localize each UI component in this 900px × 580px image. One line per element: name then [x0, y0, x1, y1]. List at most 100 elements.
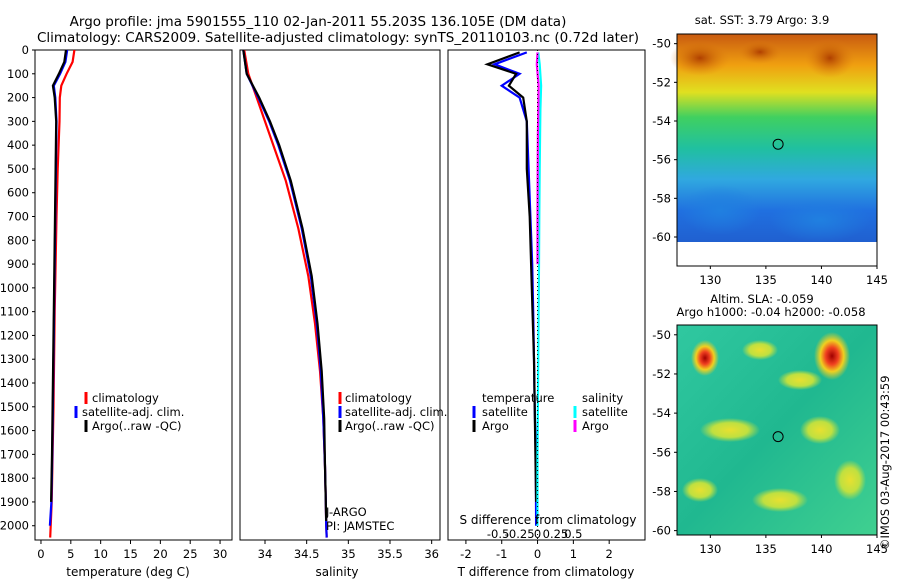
map-x-tick-label: 135	[755, 542, 777, 556]
y-tick-label: 1200	[0, 328, 29, 342]
x-tick-label: 20	[153, 547, 168, 561]
temperature-panel: 0100200300400500600700800900100011001200…	[0, 43, 233, 579]
map-y-tick-label: -58	[652, 484, 671, 498]
map-x-tick-label: 145	[866, 542, 888, 556]
y-tick-label: 0	[22, 43, 29, 57]
x-tick-label: 34.5	[294, 547, 320, 561]
y-tick-label: 300	[7, 114, 29, 128]
map-x-tick-label: 130	[699, 542, 721, 556]
x-tick-label: 0	[37, 547, 44, 561]
argo-location-marker	[772, 138, 784, 150]
map-x-tick-label: 140	[810, 542, 832, 556]
y-tick-label: 400	[7, 138, 29, 152]
y-tick-label: 800	[7, 233, 29, 247]
map-x-tick-label: 145	[866, 273, 888, 287]
map-x-tick-label: 130	[699, 273, 721, 287]
legend-label-climatology: climatology	[92, 391, 159, 405]
annotation-j-argo: J-ARGO	[325, 505, 367, 519]
temperature-series	[48, 49, 76, 538]
y-tick-label: 2000	[0, 519, 29, 533]
map-y-tick-label: -54	[652, 406, 671, 420]
y-tick-label: 1700	[0, 447, 29, 461]
salinity-series	[242, 49, 328, 538]
x-tick-label: 10	[93, 547, 108, 561]
annotation-pi: PI: JAMSTEC	[326, 519, 394, 533]
legend-label-argo: Argo(..raw -QC)	[92, 419, 182, 433]
x-tick-label: -1	[496, 547, 507, 561]
map-y-tick-label: -52	[652, 367, 671, 381]
difference-legend: temperature satellite Argo salinity sate…	[472, 391, 628, 433]
legend-label-satellite: satellite-adj. clim.	[345, 405, 447, 419]
map-y-tick-label: -60	[652, 230, 671, 244]
legend-label-t-argo: Argo	[482, 419, 509, 433]
y-tick-label: 1100	[0, 305, 29, 319]
series-line-t-argo	[484, 51, 538, 502]
map-y-tick-label: -58	[652, 191, 671, 205]
sst-map-y-axis: -50 -52 -54 -56 -58 -60	[652, 37, 677, 244]
y-tick-label: 100	[7, 67, 29, 81]
y-tick-label: 1500	[0, 400, 29, 414]
sla-map-title-line1: Altim. SLA: -0.059	[710, 292, 814, 306]
top-x-tick-label: -0.25	[505, 527, 535, 541]
difference-x-label-bottom: T difference from climatology	[457, 565, 635, 579]
legend-label-t-satellite: satellite	[482, 405, 528, 419]
series-line-argo	[242, 49, 328, 522]
y-tick-label: 1000	[0, 281, 29, 295]
y-tick-label: 600	[7, 186, 29, 200]
temperature-plot-frame	[34, 49, 233, 541]
difference-series	[484, 50, 543, 540]
difference-plot-frame	[447, 49, 646, 541]
temperature-x-label: temperature (deg C)	[66, 565, 189, 579]
series-line-s-argo	[535, 52, 540, 265]
x-tick-label: 0	[534, 547, 541, 561]
sla-map-y-axis: -50 -52 -54 -56 -58 -60	[652, 328, 677, 538]
salinity-plot-frame	[239, 49, 441, 541]
y-tick-label: 500	[7, 162, 29, 176]
x-tick-label: 35	[341, 547, 356, 561]
salinity-panel: 34 34.5 35 35.5 36 salinity climatology sate…	[239, 49, 447, 579]
sla-map-image	[677, 325, 877, 535]
x-tick-label: 15	[123, 547, 138, 561]
series-line-t-satellite	[491, 51, 538, 526]
y-tick-label: 200	[7, 91, 29, 105]
y-tick-label: 900	[7, 257, 29, 271]
map-y-tick-label: -54	[652, 114, 671, 128]
y-tick-label: 1900	[0, 495, 29, 509]
legend-label-s-satellite: satellite	[582, 405, 628, 419]
sst-map-title: sat. SST: 3.79 Argo: 3.9	[695, 13, 830, 27]
difference-x-label-top: S difference from climatology	[460, 513, 637, 527]
top-x-tick-label: 0.25	[543, 527, 569, 541]
temperature-y-axis: 0 100 200 300 400 500 600 700 800 900 1000 1100 1200…	[0, 43, 35, 533]
top-x-tick-label: 0.5	[564, 527, 582, 541]
y-tick-label: 1800	[0, 471, 29, 485]
legend-label-climatology: climatology	[345, 391, 412, 405]
x-tick-label: 30	[213, 547, 228, 561]
legend-label-s-argo: Argo	[582, 419, 609, 433]
x-tick-label: 25	[183, 547, 198, 561]
salinity-x-axis: 34 34.5 35 35.5 36	[258, 540, 439, 561]
x-tick-label: 36	[424, 547, 439, 561]
salinity-legend: climatology satellite-adj. clim. Argo(..…	[338, 391, 447, 433]
legend-title-salinity: salinity	[582, 391, 623, 405]
x-tick-label: -2	[460, 547, 471, 561]
map-y-tick-label: -50	[652, 37, 671, 51]
map-x-tick-label: 140	[810, 273, 832, 287]
x-tick-label: 35.5	[377, 547, 403, 561]
y-tick-label: 1400	[0, 376, 29, 390]
legend-label-argo: Argo(..raw -QC)	[345, 419, 435, 433]
sla-map-frame	[676, 324, 878, 536]
temperature-x-axis: 0 5 10 15 20 25 30	[37, 540, 227, 561]
map-x-tick-label: 135	[755, 273, 777, 287]
sla-map-title-line2: Argo h1000: -0.04 h2000: -0.058	[676, 305, 865, 319]
x-tick-label: 1	[570, 547, 577, 561]
sst-map-frame	[676, 33, 878, 267]
y-tick-label: 1300	[0, 352, 29, 366]
top-x-tick-label: -0.5	[487, 527, 509, 541]
x-tick-label: 2	[606, 547, 613, 561]
sst-map-x-axis: 130 135 140 145	[699, 266, 888, 287]
temperature-legend: climatology satellite-adj. clim. Argo(..…	[74, 391, 184, 433]
sst-map-image	[670, 34, 877, 242]
map-y-tick-label: -52	[652, 75, 671, 89]
